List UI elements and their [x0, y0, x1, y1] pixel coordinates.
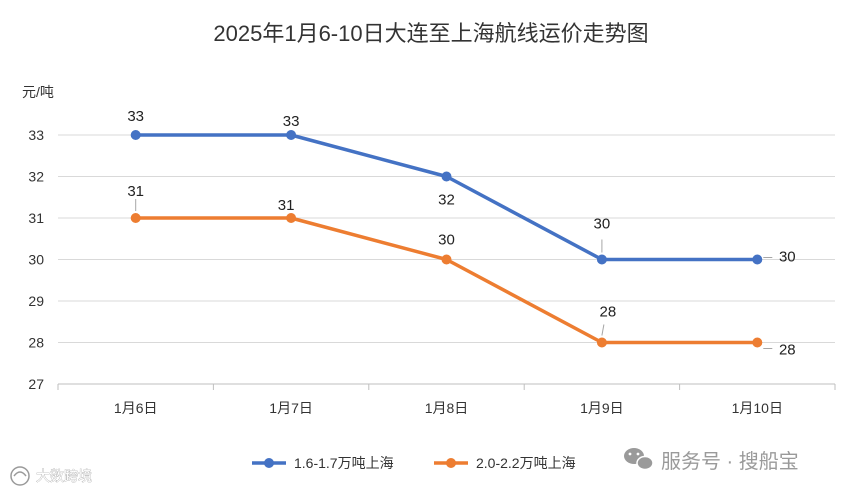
x-tick-label: 1月7日: [269, 400, 313, 416]
y-tick-label: 27: [28, 376, 44, 392]
legend-marker: [446, 458, 456, 468]
y-tick-label: 33: [28, 127, 44, 143]
x-tick-label: 1月9日: [580, 400, 624, 416]
data-label: 33: [283, 113, 300, 130]
data-labels: 33 33 32 30 30 31 31 30 28 28: [127, 108, 795, 359]
data-point: [286, 213, 297, 223]
data-point: [441, 254, 452, 265]
watermark-right: 服务号 · 搜船宝: [624, 448, 799, 473]
x-axis: 1月6日 1月7日 1月8日 1月9日 1月10日: [57, 383, 836, 416]
data-label: 31: [278, 197, 295, 214]
watermark-left: 大数跨境: [10, 466, 92, 486]
x-tick-label: 1月6日: [114, 400, 158, 416]
legend: 1.6-1.7万吨上海 2.0-2.2万吨上海: [252, 455, 576, 471]
data-label: 28: [600, 304, 617, 321]
y-tick-label: 32: [28, 169, 44, 185]
data-point: [441, 171, 452, 182]
y-tick-label: 28: [28, 335, 44, 351]
y-tick-label: 29: [28, 293, 44, 309]
watermark-left-text: 大数跨境: [36, 468, 92, 484]
data-label: 32: [438, 192, 455, 209]
x-tick-label: 1月10日: [732, 400, 783, 416]
wechat-icon: [624, 448, 654, 471]
data-label: 28: [779, 342, 796, 359]
leader-line: [601, 324, 605, 336]
legend-marker: [264, 458, 274, 468]
data-point: [286, 130, 297, 140]
chart-title: 2025年1月6-10日大连至上海航线运价走势图: [213, 21, 648, 46]
y-tick-label: 30: [28, 252, 44, 268]
y-tick-label: 31: [28, 210, 44, 226]
data-label: 33: [127, 108, 144, 125]
y-axis-unit: 元/吨: [22, 84, 54, 100]
data-label: 30: [438, 232, 455, 249]
data-point: [752, 254, 763, 265]
watermark-right-text: 服务号 · 搜船宝: [661, 450, 799, 473]
x-tick-label: 1月8日: [425, 400, 469, 416]
series-layer: [130, 130, 763, 348]
data-label: 30: [594, 216, 611, 233]
data-point: [596, 337, 607, 348]
data-label: 31: [127, 183, 144, 200]
data-point: [130, 130, 141, 140]
data-point: [752, 337, 763, 348]
legend-label-2: 2.0-2.2万吨上海: [476, 455, 576, 471]
data-point: [130, 213, 141, 223]
data-point: [596, 254, 607, 265]
legend-label-1: 1.6-1.7万吨上海: [294, 455, 394, 471]
data-label: 30: [779, 249, 796, 266]
watermark-logo-icon: [10, 466, 30, 486]
